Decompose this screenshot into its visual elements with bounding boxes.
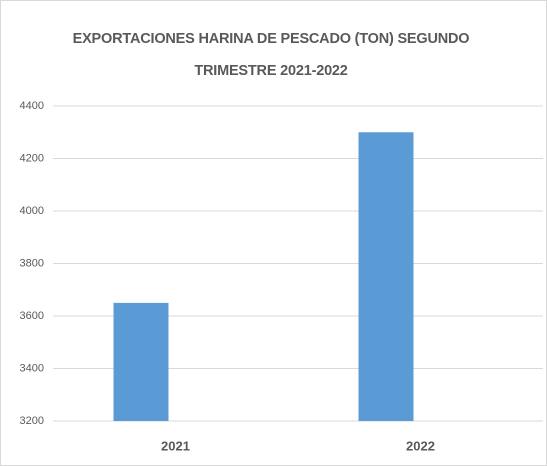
y-tick-label: 3800 xyxy=(20,257,44,269)
y-tick-label: 4200 xyxy=(20,152,44,164)
y-tick-label: 3600 xyxy=(20,310,44,322)
y-tick-label: 3400 xyxy=(20,362,44,374)
y-tick-label: 4000 xyxy=(20,205,44,217)
y-tick-label: 3200 xyxy=(20,415,44,427)
bar xyxy=(113,302,169,421)
x-tick-label: 2021 xyxy=(161,438,190,453)
x-tick-label: 2022 xyxy=(406,438,435,453)
bar xyxy=(358,132,414,421)
y-tick-label: 4400 xyxy=(20,100,44,112)
chart-title: EXPORTACIONES HARINA DE PESCADO (TON) SE… xyxy=(72,31,470,79)
